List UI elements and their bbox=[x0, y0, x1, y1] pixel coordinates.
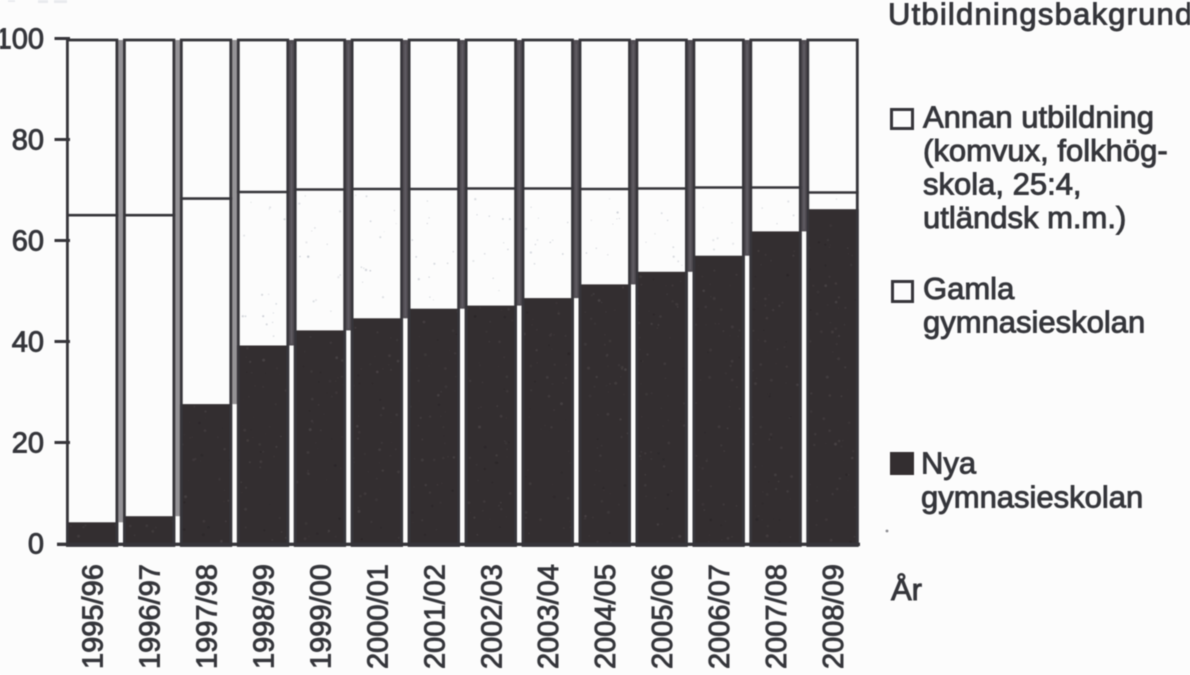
svg-text:2004/05: 2004/05 bbox=[590, 564, 622, 669]
svg-text:40: 40 bbox=[12, 327, 44, 359]
svg-text:2008/09: 2008/09 bbox=[818, 564, 850, 669]
svg-text:gymnasieskolan: gymnasieskolan bbox=[921, 480, 1143, 515]
svg-text:År: År bbox=[891, 572, 922, 607]
svg-text:1995/96: 1995/96 bbox=[78, 564, 110, 669]
svg-text:Utbildningsbakgrund: Utbildningsbakgrund bbox=[888, 0, 1190, 32]
svg-text:1999/00: 1999/00 bbox=[305, 564, 337, 669]
svg-text:1998/99: 1998/99 bbox=[249, 564, 281, 669]
svg-text:0: 0 bbox=[28, 529, 44, 561]
svg-text:utländsk m.m.): utländsk m.m.) bbox=[923, 200, 1126, 235]
svg-text:2002/03: 2002/03 bbox=[476, 564, 508, 669]
svg-text:Nya: Nya bbox=[921, 445, 977, 480]
svg-text:2005/06: 2005/06 bbox=[647, 564, 679, 669]
svg-text:2007/08: 2007/08 bbox=[761, 564, 793, 669]
svg-text:skola, 25:4,: skola, 25:4, bbox=[923, 167, 1082, 202]
svg-text:Annan utbildning: Annan utbildning bbox=[923, 100, 1154, 135]
svg-text:Gamla: Gamla bbox=[923, 271, 1015, 306]
svg-text:2000/01: 2000/01 bbox=[362, 564, 394, 669]
svg-text:20: 20 bbox=[12, 428, 44, 460]
svg-text:2001/02: 2001/02 bbox=[419, 564, 451, 669]
svg-text:60: 60 bbox=[12, 226, 44, 258]
svg-text:2006/07: 2006/07 bbox=[704, 564, 736, 669]
svg-text:gymnasieskolan: gymnasieskolan bbox=[923, 305, 1145, 340]
svg-text:(komvux, folkhög-: (komvux, folkhög- bbox=[923, 133, 1168, 168]
svg-text:1996/97: 1996/97 bbox=[135, 564, 167, 669]
svg-text:2003/04: 2003/04 bbox=[533, 564, 565, 669]
svg-text:1997/98: 1997/98 bbox=[192, 564, 224, 669]
svg-text:80: 80 bbox=[12, 125, 44, 157]
svg-text:100: 100 bbox=[0, 24, 44, 56]
